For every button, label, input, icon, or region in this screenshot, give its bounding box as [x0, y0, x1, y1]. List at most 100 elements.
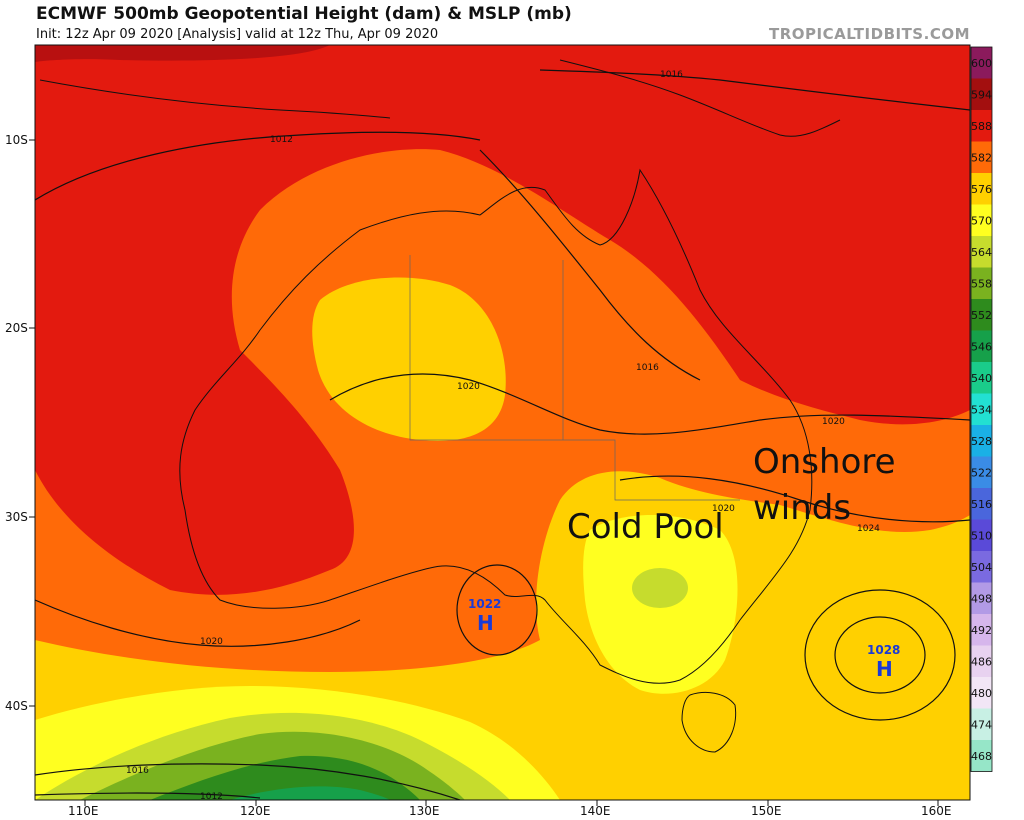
colorbar-label: 498 — [971, 592, 992, 605]
colorbar-label: 492 — [971, 624, 992, 637]
isobar-1012-north — [35, 131, 481, 201]
colorbar-label: 540 — [971, 372, 992, 385]
isobar-1016-north — [539, 69, 970, 111]
colorbar-swatch — [971, 47, 992, 79]
colorbar-swatch — [971, 551, 992, 583]
colorbar-swatch — [971, 267, 992, 299]
colorbar-swatch — [971, 456, 992, 488]
colorbar-swatch — [971, 204, 992, 236]
isobar-label: 1012 — [200, 792, 223, 802]
high-1022-value: 1022 — [468, 597, 501, 611]
colorbar-label: 588 — [971, 120, 992, 133]
colorbar-swatch — [971, 110, 992, 142]
colorbar-label: 570 — [971, 214, 992, 227]
annotations: Cold Pool Onshore winds — [567, 442, 896, 547]
isobar-high-1028-inner — [834, 616, 926, 694]
lon-label-110e: 110E — [68, 804, 99, 818]
isobar-1020-mid — [329, 373, 970, 435]
lat-label-20s: 20S — [5, 321, 28, 335]
isobar-label: 1016 — [636, 363, 659, 373]
isobar-1024 — [619, 475, 970, 523]
colorbar-swatch — [971, 330, 992, 362]
lon-label-140e: 140E — [580, 804, 611, 818]
isobar-labels: 1012 1016 1016 1020 1020 1020 1020 1024 … — [126, 70, 880, 802]
chart-title: ECMWF 500mb Geopotential Height (dam) & … — [36, 4, 572, 24]
isobar-label: 1020 — [457, 382, 480, 392]
colorbar-swatch — [971, 708, 992, 740]
colorbar-label: 600 — [971, 57, 992, 70]
colorbar-label: 510 — [971, 529, 992, 542]
colorbar-swatch — [971, 645, 992, 677]
fill-594 — [35, 45, 330, 62]
height-field — [35, 45, 970, 800]
isobar-label: 1012 — [270, 135, 293, 145]
colorbar-label: 576 — [971, 183, 992, 196]
lat-label-10s: 10S — [5, 133, 28, 147]
colorbar-label: 552 — [971, 309, 992, 322]
colorbar-swatch — [971, 488, 992, 520]
colorbar-swatch — [971, 425, 992, 457]
onshore-annotation-line1: Onshore — [753, 442, 896, 482]
colorbar-label: 480 — [971, 687, 992, 700]
colorbar-swatch — [971, 299, 992, 331]
colorbar-swatch — [971, 362, 992, 394]
colorbar-frame — [970, 46, 993, 772]
isobar-label: 1020 — [200, 637, 223, 647]
lon-label-120e: 120E — [240, 804, 271, 818]
isobar-1012-south — [35, 792, 261, 799]
high-1022-symbol: H — [477, 611, 494, 635]
fill-564-cold-core — [632, 568, 688, 608]
state-borders — [409, 255, 740, 501]
coastlines — [39, 59, 841, 753]
lat-label-30s: 30S — [5, 510, 28, 524]
colorbar-swatch — [971, 141, 992, 173]
colorbar-label: 546 — [971, 340, 992, 353]
isobars — [35, 69, 970, 800]
colorbar-swatch — [971, 236, 992, 268]
colorbar-label: 468 — [971, 750, 992, 763]
colorbar-label: 558 — [971, 277, 992, 290]
colorbar-label: 564 — [971, 246, 992, 259]
isobar-label: 1020 — [712, 504, 735, 514]
isobar-high-1022 — [456, 564, 538, 656]
colorbar-swatch — [971, 519, 992, 551]
high-1028-symbol: H — [876, 657, 893, 681]
source-credit: TROPICALTIDBITS.COM — [769, 25, 970, 43]
lon-label-130e: 130E — [409, 804, 440, 818]
isobar-label: 1024 — [857, 524, 880, 534]
colorbar-label: 522 — [971, 466, 992, 479]
isobar-label: 1016 — [126, 766, 149, 776]
isobar-high-1028 — [804, 589, 956, 721]
high-1028-value: 1028 — [867, 643, 900, 657]
australia-coast — [179, 168, 813, 684]
lon-label-160e: 160E — [921, 804, 952, 818]
colorbar-label: 534 — [971, 403, 992, 416]
onshore-annotation-line2: winds — [753, 488, 851, 528]
colorbar-label: 486 — [971, 655, 992, 668]
lat-label-40s: 40S — [5, 699, 28, 713]
colorbar-swatch — [971, 173, 992, 205]
colorbar-label: 504 — [971, 561, 992, 574]
colorbar-swatch — [971, 582, 992, 614]
tasmania-coast — [681, 692, 737, 753]
colorbar-label: 528 — [971, 435, 992, 448]
map-frame — [34, 44, 971, 801]
colorbar-swatch — [971, 740, 992, 772]
isobar-1016-mid — [479, 149, 701, 381]
lon-axis: 110E 120E 130E 140E 150E 160E — [68, 800, 952, 818]
colorbar: 600 594 588 582 576 570 564 558 552 546 540 534 528 5… — [970, 46, 993, 772]
colorbar-label: 582 — [971, 151, 992, 164]
colorbar-swatch — [971, 78, 992, 110]
colorbar-swatch — [971, 614, 992, 646]
isobar-1020-west — [35, 599, 361, 647]
colorbar-label: 474 — [971, 718, 992, 731]
chart-subtitle: Init: 12z Apr 09 2020 [Analysis] valid a… — [36, 27, 439, 42]
fill-576-central — [312, 277, 506, 441]
lat-axis: 10S 20S 30S 40S — [5, 133, 35, 713]
cold-pool-annotation: Cold Pool — [567, 507, 724, 547]
isobar-label: 1016 — [660, 70, 683, 80]
colorbar-label: 594 — [971, 88, 992, 101]
lon-label-150e: 150E — [751, 804, 782, 818]
colorbar-swatch — [971, 393, 992, 425]
